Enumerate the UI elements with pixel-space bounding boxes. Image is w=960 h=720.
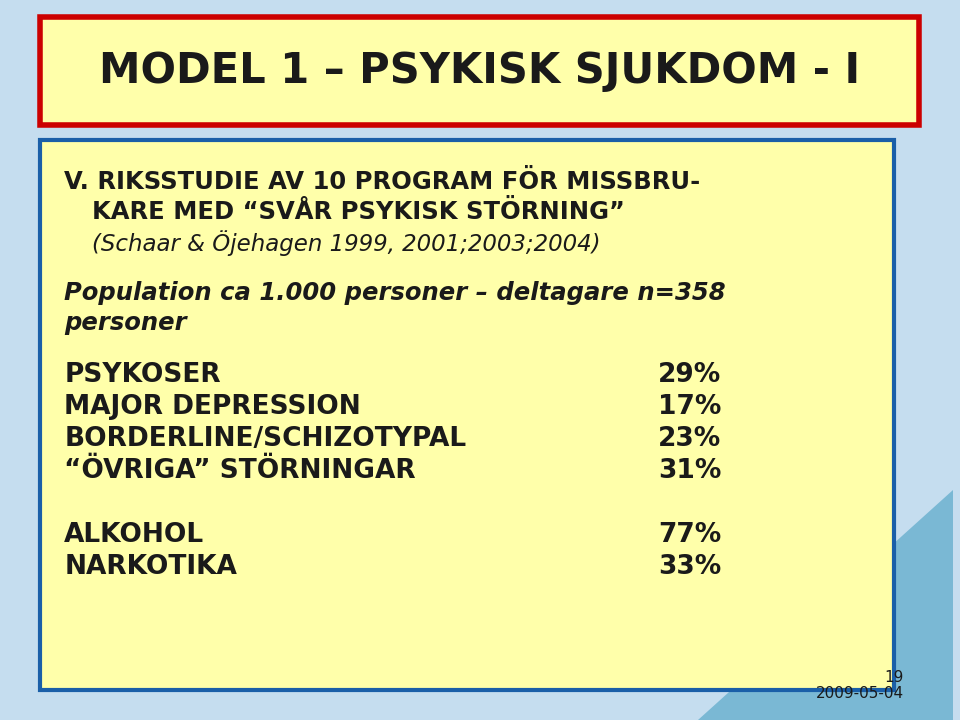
Text: 2009-05-04: 2009-05-04 (816, 686, 904, 701)
Text: MAJOR DEPRESSION: MAJOR DEPRESSION (64, 394, 361, 420)
Text: KARE MED “SVÅR PSYKISK STÖRNING”: KARE MED “SVÅR PSYKISK STÖRNING” (91, 200, 625, 224)
Text: ALKOHOL: ALKOHOL (64, 522, 204, 548)
Text: PSYKOSER: PSYKOSER (64, 362, 221, 388)
Text: NARKOTIKA: NARKOTIKA (64, 554, 237, 580)
Text: V. RIKSSTUDIE AV 10 PROGRAM FÖR MISSBRU-: V. RIKSSTUDIE AV 10 PROGRAM FÖR MISSBRU- (64, 170, 701, 194)
Text: (Schaar & Öjehagen 1999, 2001;2003;2004): (Schaar & Öjehagen 1999, 2001;2003;2004) (91, 230, 600, 256)
Text: 29%: 29% (659, 362, 722, 388)
Text: BORDERLINE/SCHIZOTYPAL: BORDERLINE/SCHIZOTYPAL (64, 426, 467, 452)
Text: 23%: 23% (659, 426, 722, 452)
Text: 31%: 31% (659, 458, 722, 484)
Text: MODEL 1 – PSYKISK SJUKDOM - I: MODEL 1 – PSYKISK SJUKDOM - I (99, 50, 860, 92)
Text: 33%: 33% (659, 554, 722, 580)
Text: Population ca 1.000 personer – deltagare n=358: Population ca 1.000 personer – deltagare… (64, 281, 726, 305)
Text: personer: personer (64, 311, 187, 335)
Text: “ÖVRIGA” STÖRNINGAR: “ÖVRIGA” STÖRNINGAR (64, 458, 416, 484)
Text: 17%: 17% (659, 394, 722, 420)
FancyBboxPatch shape (39, 17, 919, 125)
Text: 19: 19 (884, 670, 904, 685)
Text: 77%: 77% (659, 522, 722, 548)
Polygon shape (698, 490, 953, 720)
FancyBboxPatch shape (39, 140, 894, 690)
